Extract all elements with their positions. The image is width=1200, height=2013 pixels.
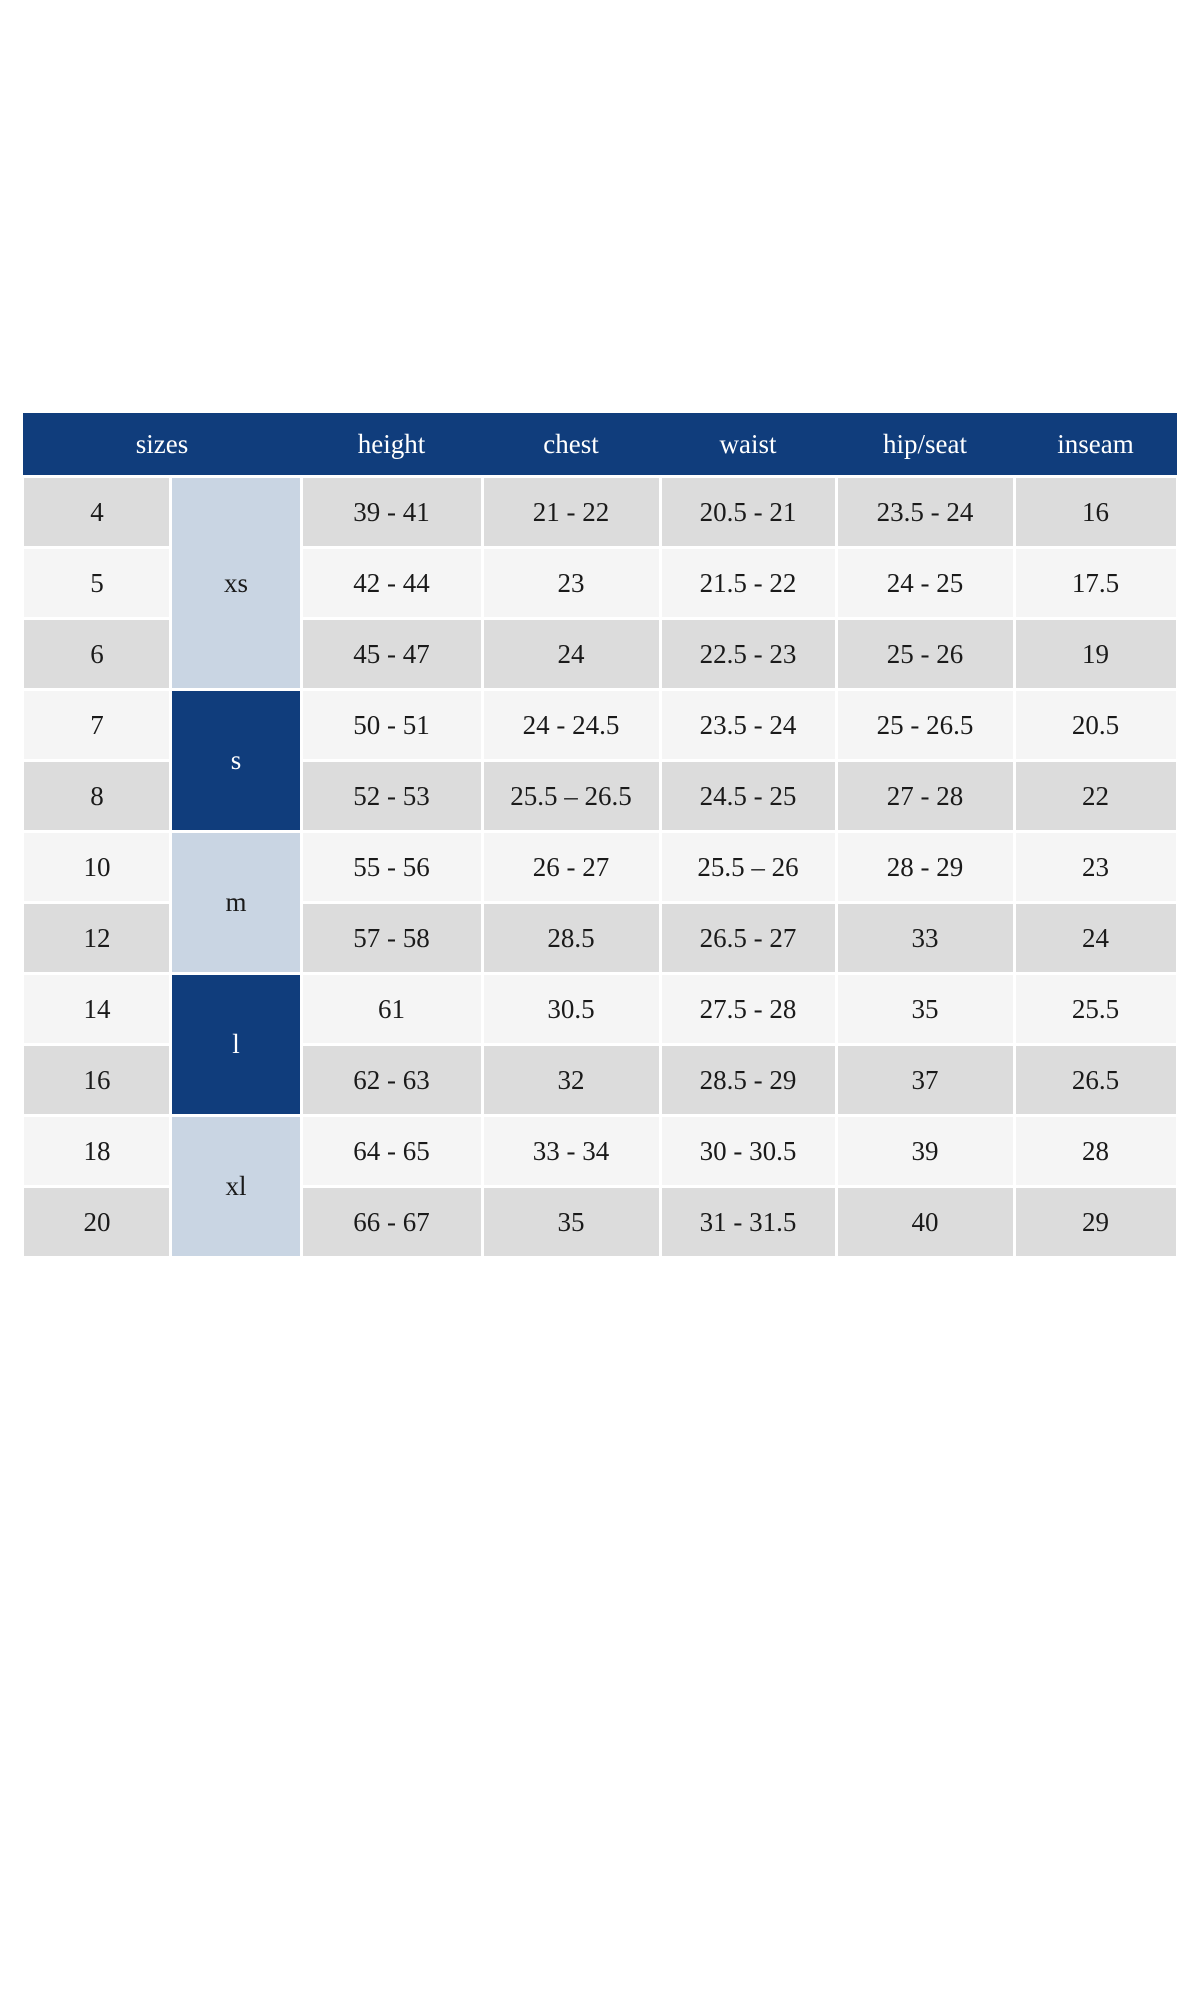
waist-cell: 20.5 - 21 (658, 475, 838, 549)
waist-cell: 26.5 - 27 (658, 901, 838, 975)
header-cell-waist: waist (660, 413, 836, 477)
table-row: 16 62 - 63 32 28.5 - 29 37 26.5 (21, 1043, 1179, 1117)
hip-seat-cell: 25 - 26 (834, 617, 1016, 691)
height-cell: 39 - 41 (299, 475, 484, 549)
chest-cell: 21 - 22 (480, 475, 662, 549)
height-cell: 45 - 47 (299, 617, 484, 691)
waist-cell: 31 - 31.5 (658, 1185, 838, 1259)
header-cell-chest: chest (482, 413, 660, 477)
inseam-cell: 19 (1012, 617, 1179, 691)
hip-seat-cell: 33 (834, 901, 1016, 975)
height-cell: 42 - 44 (299, 546, 484, 620)
waist-cell: 22.5 - 23 (658, 617, 838, 691)
waist-cell: 25.5 – 26 (658, 830, 838, 904)
hip-seat-cell: 35 (834, 972, 1016, 1046)
size-group-cell-xs: xs (169, 475, 303, 691)
size-group-cell-s: s (169, 688, 303, 833)
inseam-cell: 25.5 (1012, 972, 1179, 1046)
height-cell: 57 - 58 (299, 901, 484, 975)
chest-cell: 24 - 24.5 (480, 688, 662, 762)
size-cell: 12 (21, 901, 173, 975)
header-cell-inseam: inseam (1014, 413, 1177, 477)
hip-seat-cell: 39 (834, 1114, 1016, 1188)
size-chart-table: sizes height chest waist hip/seat inseam… (21, 413, 1179, 1259)
header-cell-sizes: sizes (22, 413, 301, 477)
height-cell: 61 (299, 972, 484, 1046)
height-cell: 64 - 65 (299, 1114, 484, 1188)
header-row: sizes height chest waist hip/seat inseam (22, 413, 1177, 477)
inseam-cell: 24 (1012, 901, 1179, 975)
header-cell-hip-seat: hip/seat (836, 413, 1014, 477)
size-cell: 6 (21, 617, 173, 691)
waist-cell: 28.5 - 29 (658, 1043, 838, 1117)
hip-seat-cell: 27 - 28 (834, 759, 1016, 833)
table-row: 10 m 55 - 56 26 - 27 25.5 – 26 28 - 29 2… (21, 830, 1179, 975)
size-cell: 8 (21, 759, 173, 833)
waist-cell: 23.5 - 24 (658, 688, 838, 762)
inseam-cell: 20.5 (1012, 688, 1179, 762)
chest-cell: 30.5 (480, 972, 662, 1046)
height-cell: 66 - 67 (299, 1185, 484, 1259)
size-cell: 14 (21, 972, 173, 1046)
hip-seat-cell: 37 (834, 1043, 1016, 1117)
size-cell: 7 (21, 688, 173, 762)
table-row: 12 57 - 58 28.5 26.5 - 27 33 24 (21, 901, 1179, 975)
size-cell: 20 (21, 1185, 173, 1259)
waist-cell: 21.5 - 22 (658, 546, 838, 620)
chest-cell: 35 (480, 1185, 662, 1259)
table-row: 4 xs 39 - 41 21 - 22 20.5 - 21 23.5 - 24… (21, 475, 1179, 691)
height-cell: 50 - 51 (299, 688, 484, 762)
inseam-cell: 26.5 (1012, 1043, 1179, 1117)
hip-seat-cell: 28 - 29 (834, 830, 1016, 904)
waist-cell: 24.5 - 25 (658, 759, 838, 833)
size-cell: 4 (21, 475, 173, 549)
height-cell: 62 - 63 (299, 1043, 484, 1117)
chest-cell: 25.5 – 26.5 (480, 759, 662, 833)
inseam-cell: 23 (1012, 830, 1179, 904)
table-row: 14 l 61 30.5 27.5 - 28 35 25.5 (21, 972, 1179, 1117)
inseam-cell: 22 (1012, 759, 1179, 833)
waist-cell: 30 - 30.5 (658, 1114, 838, 1188)
hip-seat-cell: 23.5 - 24 (834, 475, 1016, 549)
hip-seat-cell: 40 (834, 1185, 1016, 1259)
chest-cell: 28.5 (480, 901, 662, 975)
size-cell: 10 (21, 830, 173, 904)
chest-cell: 24 (480, 617, 662, 691)
chest-cell: 32 (480, 1043, 662, 1117)
table-row: 5 42 - 44 23 21.5 - 22 24 - 25 17.5 (21, 546, 1179, 620)
hip-seat-cell: 24 - 25 (834, 546, 1016, 620)
table-row: 8 52 - 53 25.5 – 26.5 24.5 - 25 27 - 28 … (21, 759, 1179, 833)
table-row: 18 xl 64 - 65 33 - 34 30 - 30.5 39 28 (21, 1114, 1179, 1259)
inseam-cell: 16 (1012, 475, 1179, 549)
waist-cell: 27.5 - 28 (658, 972, 838, 1046)
inseam-cell: 28 (1012, 1114, 1179, 1188)
size-group-cell-m: m (169, 830, 303, 975)
size-group-cell-xl: xl (169, 1114, 303, 1259)
height-cell: 52 - 53 (299, 759, 484, 833)
chest-cell: 23 (480, 546, 662, 620)
size-cell: 18 (21, 1114, 173, 1188)
inseam-cell: 17.5 (1012, 546, 1179, 620)
inseam-cell: 29 (1012, 1185, 1179, 1259)
size-cell: 16 (21, 1043, 173, 1117)
height-cell: 55 - 56 (299, 830, 484, 904)
header-cell-height: height (301, 413, 482, 477)
chest-cell: 33 - 34 (480, 1114, 662, 1188)
size-group-cell-l: l (169, 972, 303, 1117)
table-row: 20 66 - 67 35 31 - 31.5 40 29 (21, 1185, 1179, 1259)
chest-cell: 26 - 27 (480, 830, 662, 904)
hip-seat-cell: 25 - 26.5 (834, 688, 1016, 762)
size-cell: 5 (21, 546, 173, 620)
table-row: 6 45 - 47 24 22.5 - 23 25 - 26 19 (21, 617, 1179, 691)
table-row: 7 s 50 - 51 24 - 24.5 23.5 - 24 25 - 26.… (21, 688, 1179, 833)
